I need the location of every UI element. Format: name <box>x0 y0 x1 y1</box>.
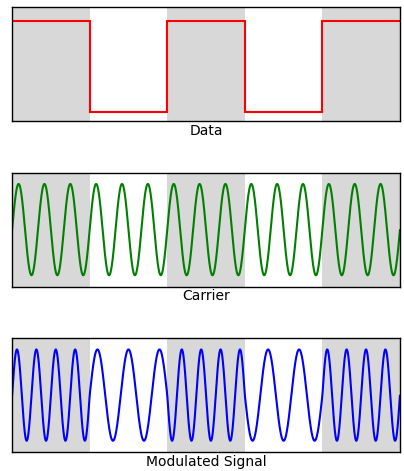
Bar <box>90 172 167 287</box>
Bar <box>167 7 245 121</box>
Bar <box>12 172 90 287</box>
Bar <box>90 7 167 121</box>
Bar <box>167 172 245 287</box>
Bar <box>322 338 400 452</box>
Bar <box>245 338 322 452</box>
Bar <box>90 338 167 452</box>
Bar <box>245 7 322 121</box>
Bar <box>12 7 90 121</box>
X-axis label: Modulated Signal: Modulated Signal <box>146 455 266 469</box>
Bar <box>322 7 400 121</box>
X-axis label: Data: Data <box>189 124 223 138</box>
Bar <box>12 338 90 452</box>
X-axis label: Carrier: Carrier <box>182 290 230 303</box>
Bar <box>167 338 245 452</box>
Bar <box>245 172 322 287</box>
Bar <box>322 172 400 287</box>
